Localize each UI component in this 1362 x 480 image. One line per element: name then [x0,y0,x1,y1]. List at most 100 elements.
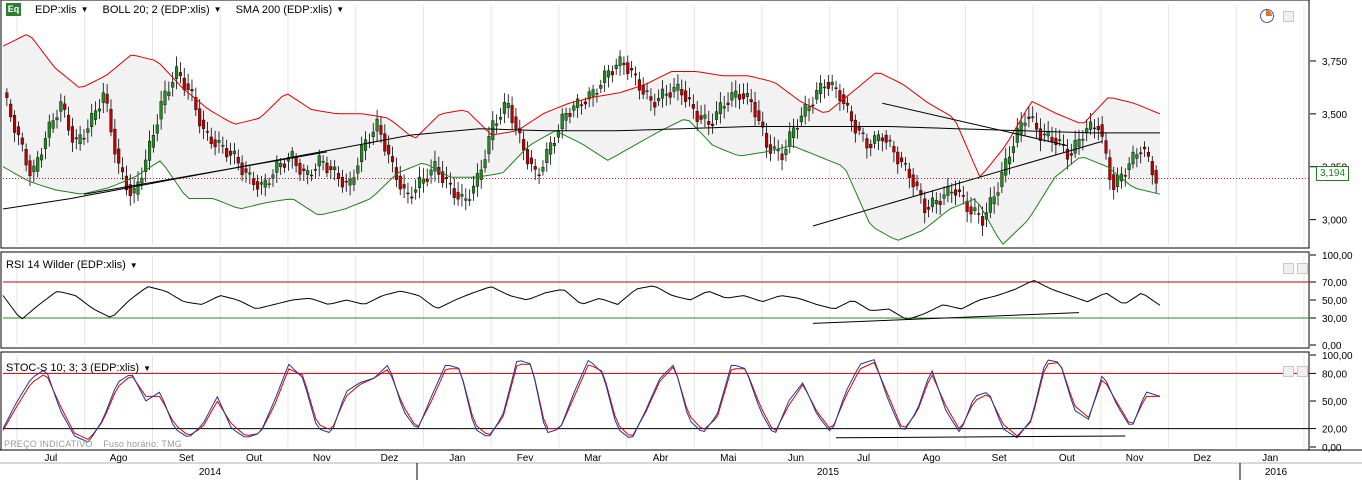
candle [16,126,20,136]
candle [94,110,98,120]
candle [1123,175,1127,177]
month-label: Abr [653,453,669,464]
candle [753,102,757,118]
trendline [882,102,1068,147]
restore-icon[interactable] [1283,366,1294,377]
candle [248,172,252,175]
restore-icon[interactable] [1283,11,1294,22]
candle [610,71,614,76]
candle [275,160,279,173]
candle [1031,116,1035,118]
month-label: Mar [584,453,602,464]
candle [479,169,483,180]
candle [1023,122,1027,126]
candle [1146,152,1150,157]
month-label: Fev [517,453,534,464]
candle [1038,128,1042,141]
sma-selector[interactable]: SMA 200 (EDP:xlis) ▼ [236,4,345,16]
candle [927,207,931,210]
candle [961,195,965,197]
candle [645,90,649,92]
candle [352,177,356,185]
candle [282,163,287,168]
rsi-tick-label: 70,00 [1322,278,1347,289]
candle [51,120,55,129]
candle [13,115,17,133]
candle [1150,161,1154,176]
candle [74,137,78,140]
close-icon[interactable] [1297,366,1308,377]
clock-icon-segment [1266,10,1272,16]
candle [209,136,213,144]
candle [178,72,182,77]
candle [676,83,680,91]
candle [333,166,337,171]
candle [892,146,896,153]
axis-labels: 3,7503,5003,2503,000100,0070,0050,0030,0… [0,57,1362,480]
candle [684,90,688,102]
candle [1054,138,1058,145]
candle [595,93,599,95]
candle [711,123,715,126]
candle [429,169,433,176]
candle [259,182,263,185]
candle [680,89,684,96]
candle [101,92,105,103]
candle [745,93,749,97]
candle [43,138,47,149]
candle [780,153,784,161]
candle [464,198,468,201]
candle [957,189,962,192]
restore-icon[interactable] [1283,263,1294,274]
candle [321,161,325,163]
price-tick-label: 3,750 [1322,57,1347,68]
candle [757,110,761,121]
candle [630,68,634,71]
candle [915,181,919,187]
candle [726,102,730,106]
symbol-selector[interactable]: EDP:xlis ▼ [35,4,88,16]
candle [113,128,117,155]
candle [502,102,506,114]
candle [279,162,283,168]
candle [186,83,190,91]
candle [587,91,591,100]
candle [919,190,923,196]
candle [977,213,981,215]
candle [36,157,40,172]
candle [641,85,645,95]
candle [487,136,491,154]
close-icon[interactable] [1297,263,1308,274]
candle [1015,128,1019,143]
stoch-k-line [2,359,1161,443]
bollinger-selector[interactable]: BOLL 20; 2 (EDP:xlis) ▼ [102,4,221,16]
candle [1116,174,1120,187]
candle [1127,163,1131,170]
month-label: Out [1059,453,1075,464]
candle [703,114,707,119]
candle [271,174,275,179]
candle [67,114,71,131]
candle [417,176,422,189]
candle [1069,153,1073,156]
month-label: Ago [110,453,128,464]
rsi-selector[interactable]: RSI 14 Wilder (EDP:xlis) ▼ [6,259,138,271]
candle [988,197,992,213]
candle [799,115,803,123]
candle [5,92,9,98]
candle [668,92,672,98]
candle [387,144,391,155]
candle [40,154,44,161]
sma-label: SMA 200 (EDP:xlis) [235,3,333,16]
rsi-line [2,279,1161,320]
candle [167,91,171,96]
eq-badge[interactable]: Eq [6,3,21,16]
candle [788,131,792,147]
candle [360,144,364,163]
candle [1135,154,1139,159]
candle [660,88,665,99]
candle [117,148,121,164]
stochastic-selector[interactable]: STOC-S 10; 3; 3 (EDP:xlis) ▼ [6,362,151,374]
month-label: Out [246,453,262,464]
candle [144,159,148,172]
